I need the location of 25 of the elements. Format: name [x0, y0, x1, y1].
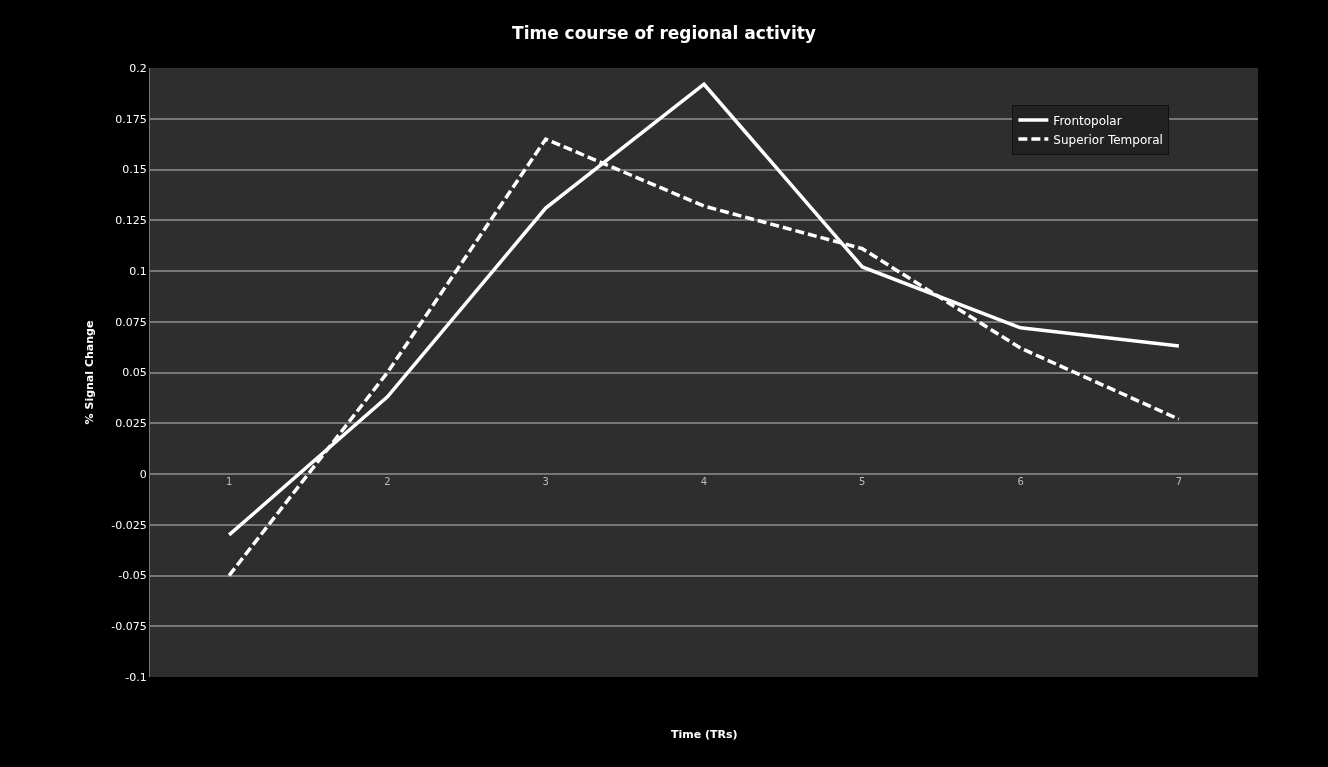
x-tick-label: 1	[225, 476, 233, 487]
x-tick-label: 7	[1175, 476, 1183, 487]
y-tick-label: -0.05	[118, 569, 147, 583]
y-tick-label: 0.15	[122, 163, 147, 177]
y-tick-label: 0.05	[122, 366, 147, 380]
y-tick-label: 0.2	[129, 61, 147, 75]
y-tick-label: 0.175	[115, 112, 147, 126]
y-tick-label: -0.075	[111, 620, 147, 634]
chart-title: Time course of regional activity	[512, 22, 816, 43]
x-tick-label: 2	[384, 476, 391, 487]
x-tick-label: 3	[542, 476, 549, 487]
legend-label: Frontopolar	[1053, 113, 1122, 128]
y-tick-label: 0	[139, 467, 147, 481]
y-tick-label: -0.1	[125, 670, 147, 684]
y-tick-label: 0.025	[115, 417, 147, 431]
y-tick-label: 0.125	[115, 214, 147, 228]
x-tick-label: 5	[859, 476, 866, 487]
legend-label: Superior Temporal	[1053, 132, 1163, 147]
y-tick-label: 0.075	[115, 315, 147, 329]
y-axis-title: % Signal Change	[82, 320, 96, 425]
y-tick-label: 0.1	[129, 264, 147, 278]
x-tick-label: 4	[700, 476, 708, 487]
x-tick-label: 6	[1017, 476, 1024, 487]
y-tick-label: -0.025	[111, 518, 147, 532]
x-axis-title: Time (TRs)	[671, 728, 738, 741]
